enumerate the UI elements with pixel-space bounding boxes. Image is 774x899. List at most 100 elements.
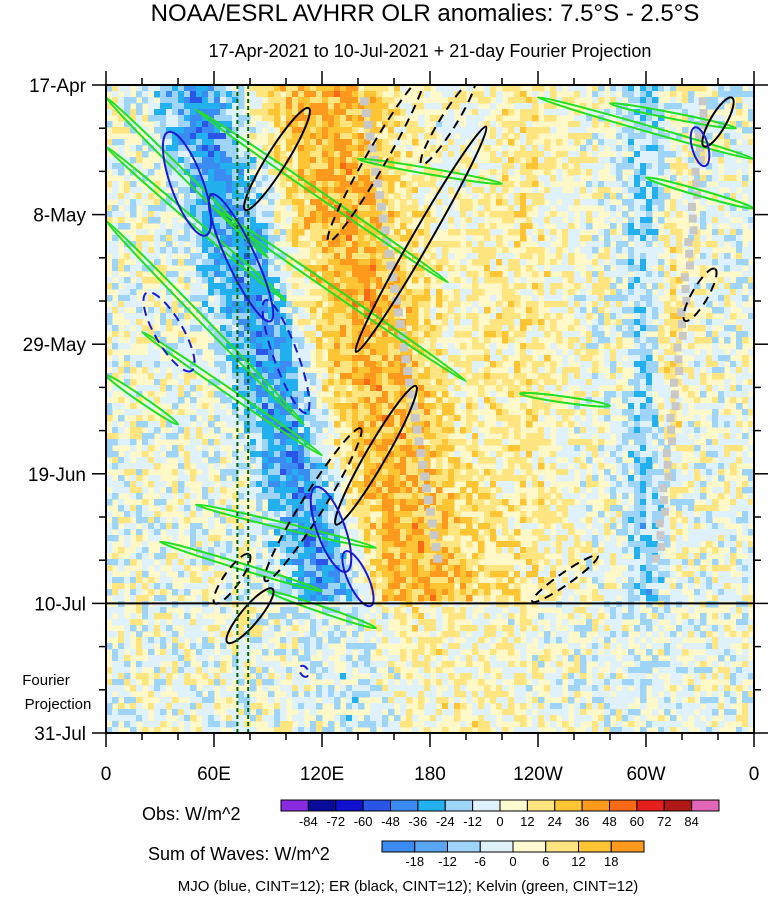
obs-colorbar-box: [636, 799, 665, 812]
obs-colorbar-tick: 60: [630, 814, 644, 829]
x-tick-label: 60E: [197, 764, 231, 785]
obs-colorbar-box: [335, 799, 364, 812]
waves-colorbar-label: Sum of Waves: W/m^2: [148, 844, 330, 864]
obs-colorbar-box: [307, 799, 337, 812]
x-tick-label: 0: [749, 764, 760, 785]
obs-colorbar-tick: -12: [463, 814, 482, 829]
contour-legend: MJO (blue, CINT=12); ER (black, CINT=12)…: [178, 878, 639, 895]
mjo-contour: [341, 550, 375, 608]
obs-colorbar-box: [581, 799, 610, 812]
waves-colorbar-tick: 6: [542, 854, 549, 869]
er-contour: [243, 106, 311, 212]
kelvin-contour: [356, 157, 504, 186]
plot-area: [106, 85, 754, 733]
kelvin-contour: [212, 207, 468, 383]
y-tick-label: 8-May: [33, 206, 86, 227]
obs-colorbar-tick: -72: [326, 814, 345, 829]
y-tick-label: 19-Jun: [28, 465, 86, 486]
obs-colorbar-tick: -48: [381, 814, 400, 829]
waves-colorbar-tick: -6: [474, 854, 486, 869]
waves-colorbar-tick: -18: [405, 854, 424, 869]
obs-colorbar-box: [362, 799, 391, 812]
mjo-contour: [207, 193, 275, 323]
kelvin-contour: [266, 589, 378, 630]
er-contour: [419, 85, 477, 166]
obs-colorbar-box: [554, 799, 583, 812]
waves-colorbar-tick: 18: [604, 854, 618, 869]
x-tick-label: 180: [414, 764, 446, 785]
waves-colorbar-box: [381, 840, 416, 853]
er-contour: [326, 85, 426, 243]
obs-colorbar-box: [280, 799, 309, 812]
obs-colorbar-tick: 24: [548, 814, 562, 829]
x-tick-label: 0: [101, 764, 112, 785]
chart-title: NOAA/ESRL AVHRR OLR anomalies: 7.5°S - 2…: [151, 0, 700, 27]
obs-colorbar-tick: 12: [520, 814, 534, 829]
waves-colorbar-box: [610, 840, 645, 853]
kelvin-contour: [608, 102, 738, 130]
y-tick-label: 29-May: [23, 335, 87, 356]
waves-colorbar-box: [512, 840, 547, 853]
er-contour: [682, 267, 718, 323]
wave-contours: [106, 85, 754, 678]
mjo-contour: [161, 130, 213, 237]
axes: 17-Apr 8-May 29-May 19-Jun 10-Jul 31-Jul 0 60E 1…: [23, 71, 768, 785]
obs-colorbar-tick: 36: [575, 814, 589, 829]
waves-colorbar-box: [447, 840, 481, 853]
kelvin-contour: [518, 391, 612, 408]
er-contour: [531, 554, 599, 604]
waves-colorbar-box: [479, 840, 514, 853]
anomaly-field: [106, 85, 754, 733]
projection-label-line1: Fourier: [22, 672, 70, 689]
waves-colorbar: -18 -12 -6 0 6 12 18: [381, 840, 645, 869]
waves-colorbar-box: [414, 840, 448, 853]
er-contour: [701, 96, 735, 148]
obs-colorbar-label: Obs: W/m^2: [142, 804, 240, 824]
obs-colorbar-box: [444, 799, 474, 812]
obs-colorbar-box: [691, 799, 720, 812]
obs-colorbar-box: [609, 799, 638, 812]
obs-colorbar-tick: 72: [657, 814, 671, 829]
mjo-contour: [142, 291, 196, 373]
y-tick-label: 10-Jul: [34, 594, 86, 615]
er-contour: [354, 125, 488, 353]
mjo-contour: [298, 664, 310, 678]
obs-colorbar-box: [526, 799, 556, 812]
x-tick-label: 120W: [513, 764, 563, 785]
kelvin-contour: [106, 145, 288, 303]
kelvin-contour: [140, 330, 324, 457]
obs-colorbar-tick: -60: [354, 814, 373, 829]
y-tick-label: 17-Apr: [29, 76, 87, 97]
obs-colorbar-box: [417, 799, 446, 812]
y-tick-label: 31-Jul: [34, 724, 86, 745]
chart-subtitle: 17-Apr-2021 to 10-Jul-2021 + 21-day Four…: [209, 41, 652, 61]
mjo-contour: [689, 126, 711, 168]
waves-colorbar-tick: 12: [571, 854, 585, 869]
waves-colorbar-tick: 0: [509, 854, 516, 869]
er-contour: [225, 587, 275, 645]
obs-colorbar-tick: -36: [408, 814, 427, 829]
obs-colorbar-box: [472, 799, 501, 812]
er-contour: [263, 427, 363, 583]
obs-colorbar: -84 -72 -60 -48 -36 -24 -12 0 12 24 36 48 60 72 84: [280, 799, 720, 829]
obs-colorbar-tick: -24: [436, 814, 455, 829]
kelvin-contour: [194, 108, 450, 284]
obs-colorbar-box: [499, 799, 528, 812]
obs-colorbar-tick: 84: [684, 814, 698, 829]
mjo-contour: [261, 299, 311, 415]
x-tick-label: 60W: [626, 764, 665, 785]
waves-colorbar-box: [545, 840, 579, 853]
obs-colorbar-tick: -84: [299, 814, 318, 829]
obs-colorbar-tick: 0: [496, 814, 503, 829]
obs-colorbar-tick: 48: [602, 814, 616, 829]
kelvin-contour: [158, 540, 324, 593]
x-tick-label: 120E: [300, 764, 344, 785]
waves-colorbar-box: [578, 840, 612, 853]
obs-colorbar-box: [663, 799, 693, 812]
kelvin-contour: [106, 373, 180, 426]
obs-colorbar-box: [390, 799, 419, 812]
er-contour: [334, 384, 418, 526]
mjo-contour: [309, 485, 353, 573]
kelvin-contour: [644, 176, 754, 210]
